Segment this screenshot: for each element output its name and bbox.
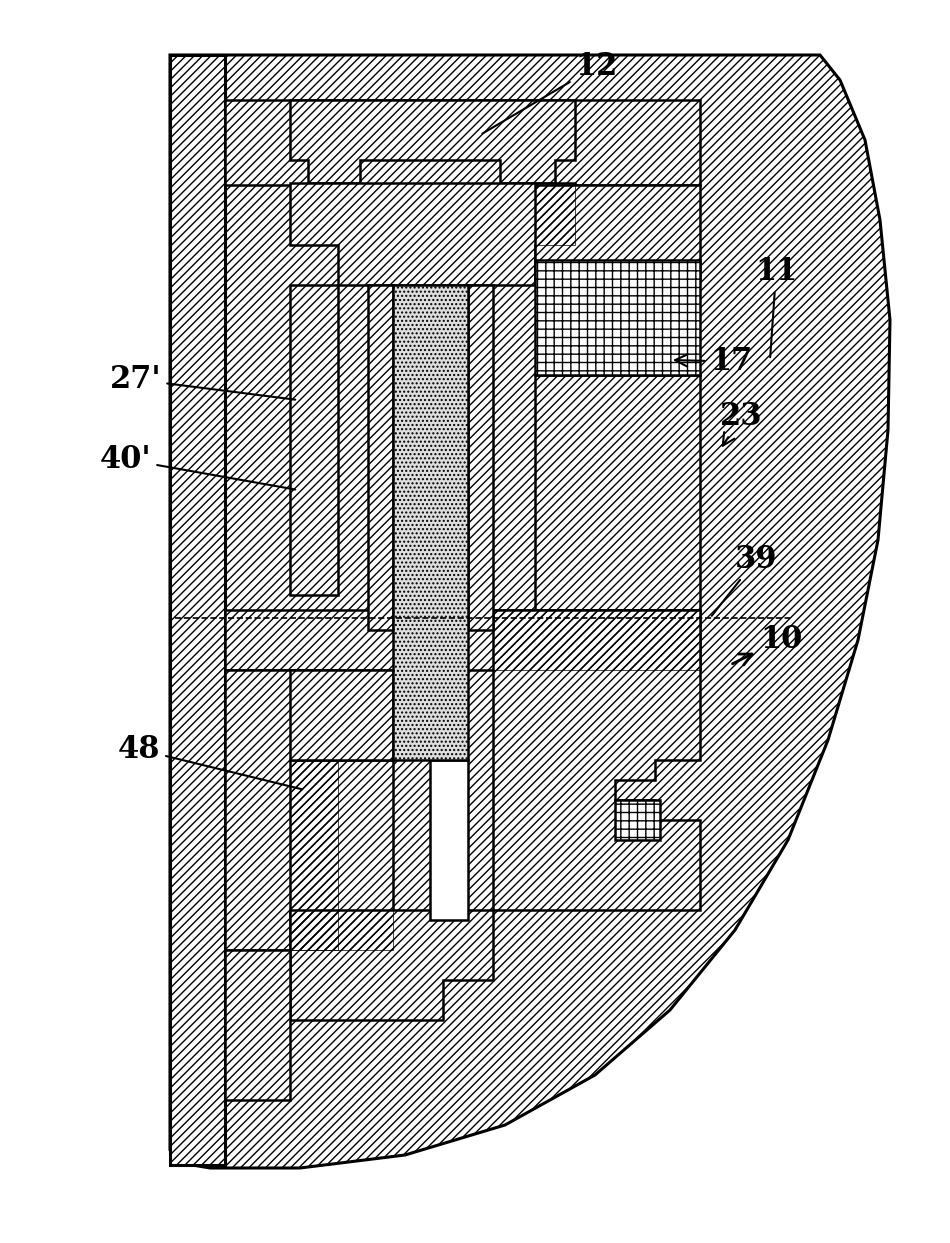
- Polygon shape: [290, 670, 393, 759]
- Polygon shape: [290, 910, 493, 1021]
- Polygon shape: [368, 285, 393, 630]
- Polygon shape: [393, 285, 468, 759]
- Polygon shape: [225, 610, 700, 670]
- Text: 27': 27': [110, 364, 295, 400]
- Polygon shape: [290, 759, 393, 950]
- Text: 39: 39: [712, 544, 777, 615]
- Text: 11: 11: [755, 256, 797, 357]
- Text: 10: 10: [732, 624, 802, 665]
- Polygon shape: [290, 183, 575, 285]
- Polygon shape: [493, 610, 700, 910]
- Polygon shape: [290, 285, 338, 595]
- Polygon shape: [615, 800, 660, 840]
- Polygon shape: [225, 670, 338, 950]
- Text: 40': 40': [100, 444, 295, 490]
- Text: 48: 48: [118, 735, 302, 789]
- Text: 17: 17: [675, 346, 752, 377]
- Polygon shape: [225, 950, 290, 1100]
- Polygon shape: [290, 99, 575, 183]
- Polygon shape: [170, 55, 225, 1165]
- Text: 12: 12: [483, 51, 618, 133]
- Text: 23: 23: [720, 401, 763, 446]
- Polygon shape: [430, 759, 468, 920]
- Polygon shape: [225, 99, 700, 185]
- Polygon shape: [535, 375, 700, 610]
- Polygon shape: [535, 185, 700, 280]
- Polygon shape: [535, 260, 700, 375]
- Polygon shape: [170, 55, 890, 1168]
- Polygon shape: [468, 285, 493, 630]
